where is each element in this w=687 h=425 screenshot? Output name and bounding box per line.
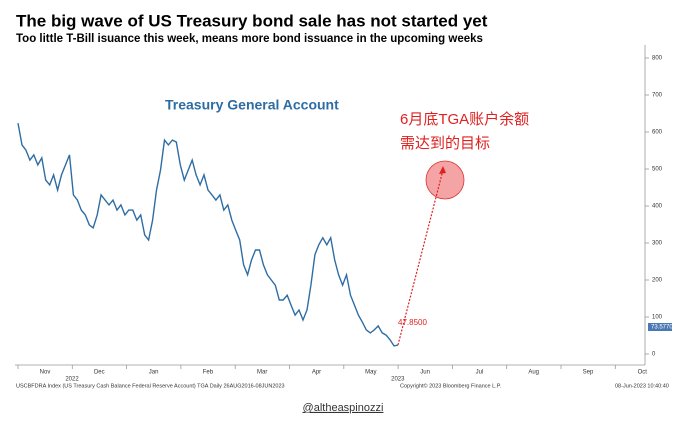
- last-value-box: [648, 323, 672, 331]
- x-tick-label: Aug: [528, 370, 539, 376]
- series-label: Treasury General Account: [165, 97, 339, 113]
- chart-subtitle: Too little T-Bill isuance this week, mea…: [16, 33, 483, 45]
- x-tick-label: Nov: [40, 370, 51, 376]
- annotation: 6月底TGA账户余额需达到的目标: [400, 110, 529, 152]
- target-circle: [425, 160, 465, 200]
- footer-center: Copyright© 2023 Bloomberg Finance L.P.: [400, 382, 502, 389]
- chart-title: The big wave of US Treasury bond sale ha…: [16, 11, 488, 30]
- last-value-label: 73.5770: [651, 325, 673, 331]
- x-tick-label: Oct: [638, 370, 648, 376]
- value-label: 47.8500: [398, 318, 427, 327]
- footer-left: USCBFDRA Index (US Treasury Cash Balance…: [16, 383, 285, 389]
- y-tick-label: 700: [652, 93, 663, 99]
- series-line: [17, 122, 399, 347]
- y-tick-label: 0: [652, 352, 656, 358]
- y-tick-label: 400: [652, 204, 663, 210]
- x-tick-label: May: [365, 370, 376, 376]
- year-label: 2022: [65, 377, 79, 383]
- annotation-line: 需达到的目标: [400, 135, 490, 152]
- y-tick-label: 100: [652, 315, 663, 321]
- year-label: 2023: [391, 377, 405, 383]
- y-tick-label: 200: [652, 278, 663, 284]
- x-tick-label: Mar: [257, 370, 267, 376]
- x-tick-label: Jan: [149, 370, 159, 376]
- x-tick-label: Jul: [476, 370, 484, 376]
- x-tick-label: Dec: [94, 370, 105, 376]
- annotation-line: 6月底TGA账户余额: [400, 110, 529, 128]
- x-tick-label: Jun: [420, 370, 430, 376]
- y-tick-label: 300: [652, 241, 663, 247]
- arrow: [397, 169, 444, 346]
- y-tick-label: 500: [652, 167, 663, 173]
- arrow-head: [439, 166, 446, 174]
- x-tick-label: Apr: [312, 370, 321, 376]
- y-tick-label: 800: [652, 56, 663, 62]
- y-tick-label: 600: [652, 130, 663, 136]
- x-tick-label: Feb: [203, 370, 214, 376]
- x-tick-label: Sep: [583, 370, 594, 376]
- credit: @altheaspinozzi: [303, 402, 384, 414]
- footer-right: 08-Jun-2023 10:40:40: [615, 383, 669, 389]
